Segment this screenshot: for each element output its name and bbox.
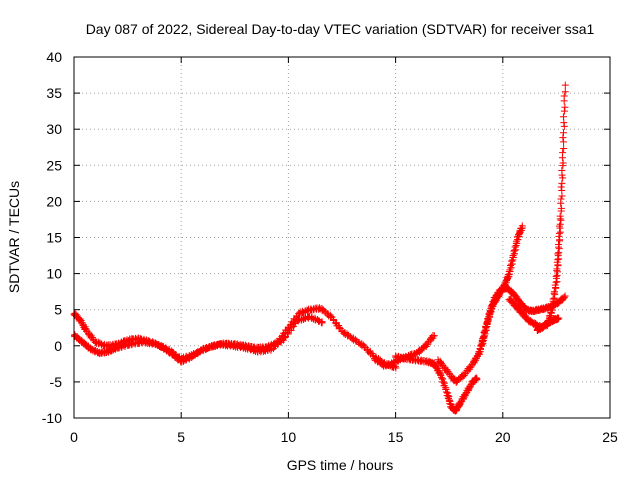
y-axis-label: SDTVAR / TECUs [6, 181, 22, 293]
data-point [128, 341, 136, 349]
y-tick-label: 30 [46, 121, 62, 137]
data-point [506, 261, 514, 269]
data-point [473, 375, 481, 383]
data-point [318, 319, 326, 327]
data-point [442, 388, 450, 396]
x-tick-label: 25 [602, 429, 618, 445]
data-point [557, 195, 565, 203]
data-point [192, 349, 200, 357]
x-tick-label: 10 [281, 429, 297, 445]
x-axis-label: GPS time / hours [287, 457, 394, 473]
data-point [548, 304, 556, 312]
data-point [555, 229, 563, 237]
data-point [555, 241, 563, 249]
data-point [561, 292, 569, 300]
data-point [556, 212, 564, 220]
data-series [70, 81, 569, 415]
axis-ticks [73, 56, 611, 419]
data-point [557, 216, 565, 224]
series-2 [71, 312, 326, 363]
data-point [392, 364, 400, 372]
y-tick-label: 25 [46, 157, 62, 173]
data-point [481, 327, 489, 335]
x-tick-label: 20 [495, 429, 511, 445]
grid-lines [74, 57, 610, 418]
y-tick-label: 35 [46, 85, 62, 101]
y-tick-label: 5 [54, 302, 62, 318]
data-point [558, 179, 566, 187]
data-point [511, 243, 519, 251]
data-point [477, 342, 485, 350]
data-point [561, 103, 569, 111]
data-point [166, 348, 174, 356]
data-point [472, 374, 480, 382]
series-1 [70, 304, 400, 372]
y-tick-label: 0 [54, 338, 62, 354]
data-point [561, 81, 569, 89]
data-point [430, 332, 438, 340]
data-point [558, 167, 566, 175]
data-point [510, 247, 518, 255]
data-point [556, 236, 564, 244]
series-3 [371, 332, 438, 370]
data-point [486, 309, 494, 317]
series-8 [533, 314, 563, 335]
data-point [518, 222, 526, 230]
data-point [549, 295, 557, 303]
data-point [560, 92, 568, 100]
x-tick-label: 0 [70, 429, 78, 445]
data-point [555, 314, 563, 322]
y-tick-label: -5 [50, 374, 63, 390]
data-point [555, 245, 563, 253]
data-point [560, 145, 568, 153]
data-point [554, 268, 562, 276]
data-point [559, 134, 567, 142]
chart-title: Day 087 of 2022, Sidereal Day-to-day VTE… [86, 21, 595, 37]
y-tick-label: 20 [46, 193, 62, 209]
series-6 [477, 284, 569, 350]
data-point [553, 265, 561, 273]
data-point [557, 183, 565, 191]
x-tick-label: 5 [177, 429, 185, 445]
data-point [554, 250, 562, 258]
x-tick-label: 15 [388, 429, 404, 445]
y-tick-label: 15 [46, 230, 62, 246]
data-point [206, 344, 214, 352]
data-point [560, 138, 568, 146]
y-tick-label: 10 [46, 266, 62, 282]
data-point [152, 339, 160, 347]
data-point [552, 272, 560, 280]
series-4 [392, 352, 481, 415]
data-point [186, 352, 194, 360]
data-point [118, 343, 126, 351]
data-point [553, 278, 561, 286]
data-point [512, 237, 520, 245]
data-point [551, 281, 559, 289]
y-tick-label: 40 [46, 49, 62, 65]
data-point [508, 257, 516, 265]
y-tick-label: -10 [42, 410, 62, 426]
data-point [560, 122, 568, 130]
data-point [561, 88, 569, 96]
data-point [437, 374, 445, 382]
y-tick-labels: -10 -5 0 5 10 15 20 25 30 35 40 [42, 49, 62, 426]
data-point [509, 252, 517, 260]
data-point [559, 159, 567, 167]
x-tick-labels: 0 5 10 15 20 25 [70, 429, 618, 445]
data-point [551, 288, 559, 296]
data-point [559, 113, 567, 121]
data-point [557, 204, 565, 212]
data-point [559, 149, 567, 157]
data-point [558, 186, 566, 194]
data-point [560, 129, 568, 137]
